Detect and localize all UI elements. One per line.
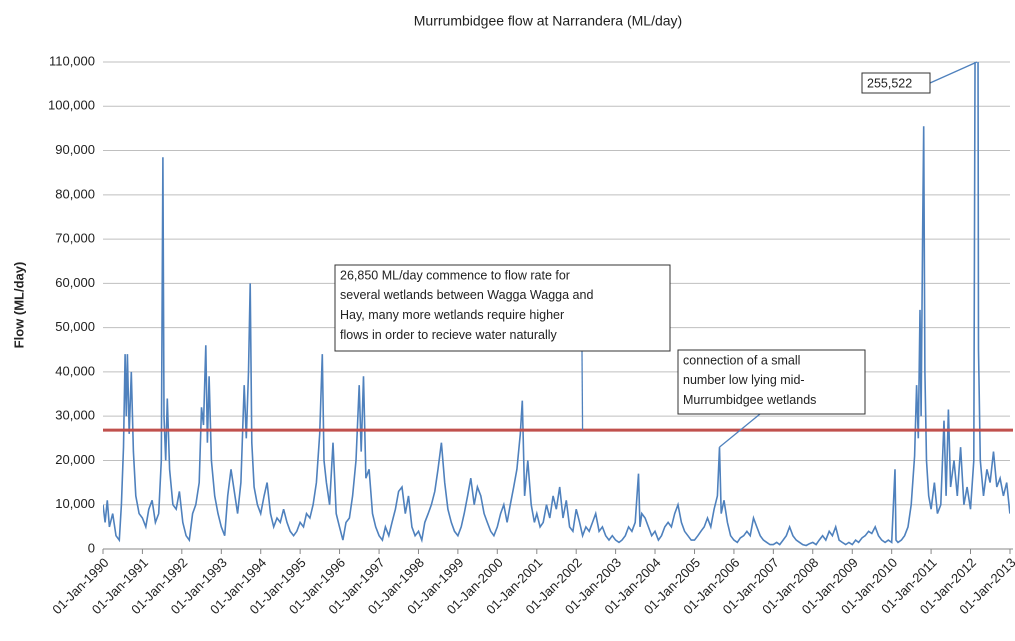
annotation-text: Murrumbidgee wetlands [683,393,816,407]
y-tick-label: 80,000 [55,186,95,201]
y-tick-label: 100,000 [48,98,95,113]
y-tick-label: 10,000 [55,496,95,511]
annotation-box [677,349,866,415]
y-axis-label: Flow (ML/day) [11,262,26,349]
chart-title: Murrumbidgee flow at Narrandera (ML/day) [414,13,682,29]
y-tick-label: 20,000 [55,452,95,467]
y-tick-label: 0 [88,540,95,555]
annotation-arrow [581,350,584,431]
y-tick-label: 60,000 [55,275,95,290]
annotation-text: Hay, many more wetlands require higher [340,308,564,322]
annotation-text: connection of a small [683,353,800,367]
annotation-text: number low lying mid- [683,373,805,387]
annotation-text: several wetlands between Wagga Wagga and [340,288,593,302]
annotation-arrow [929,61,978,84]
annotation-text: 255,522 [867,76,912,90]
y-tick-label: 110,000 [49,53,95,68]
annotation-box [334,264,671,352]
y-tick-label: 70,000 [55,231,95,246]
flow-line [103,62,1010,547]
annotation-box [861,72,931,94]
y-tick-label: 90,000 [55,142,95,157]
y-tick-label: 30,000 [55,408,95,423]
annotation-text: flows in order to recieve water naturall… [340,328,558,342]
annotation-arrow [719,413,761,448]
y-tick-label: 50,000 [55,319,95,334]
y-tick-label: 40,000 [55,363,95,378]
annotation-text: 26,850 ML/day commence to flow rate for [340,268,570,282]
